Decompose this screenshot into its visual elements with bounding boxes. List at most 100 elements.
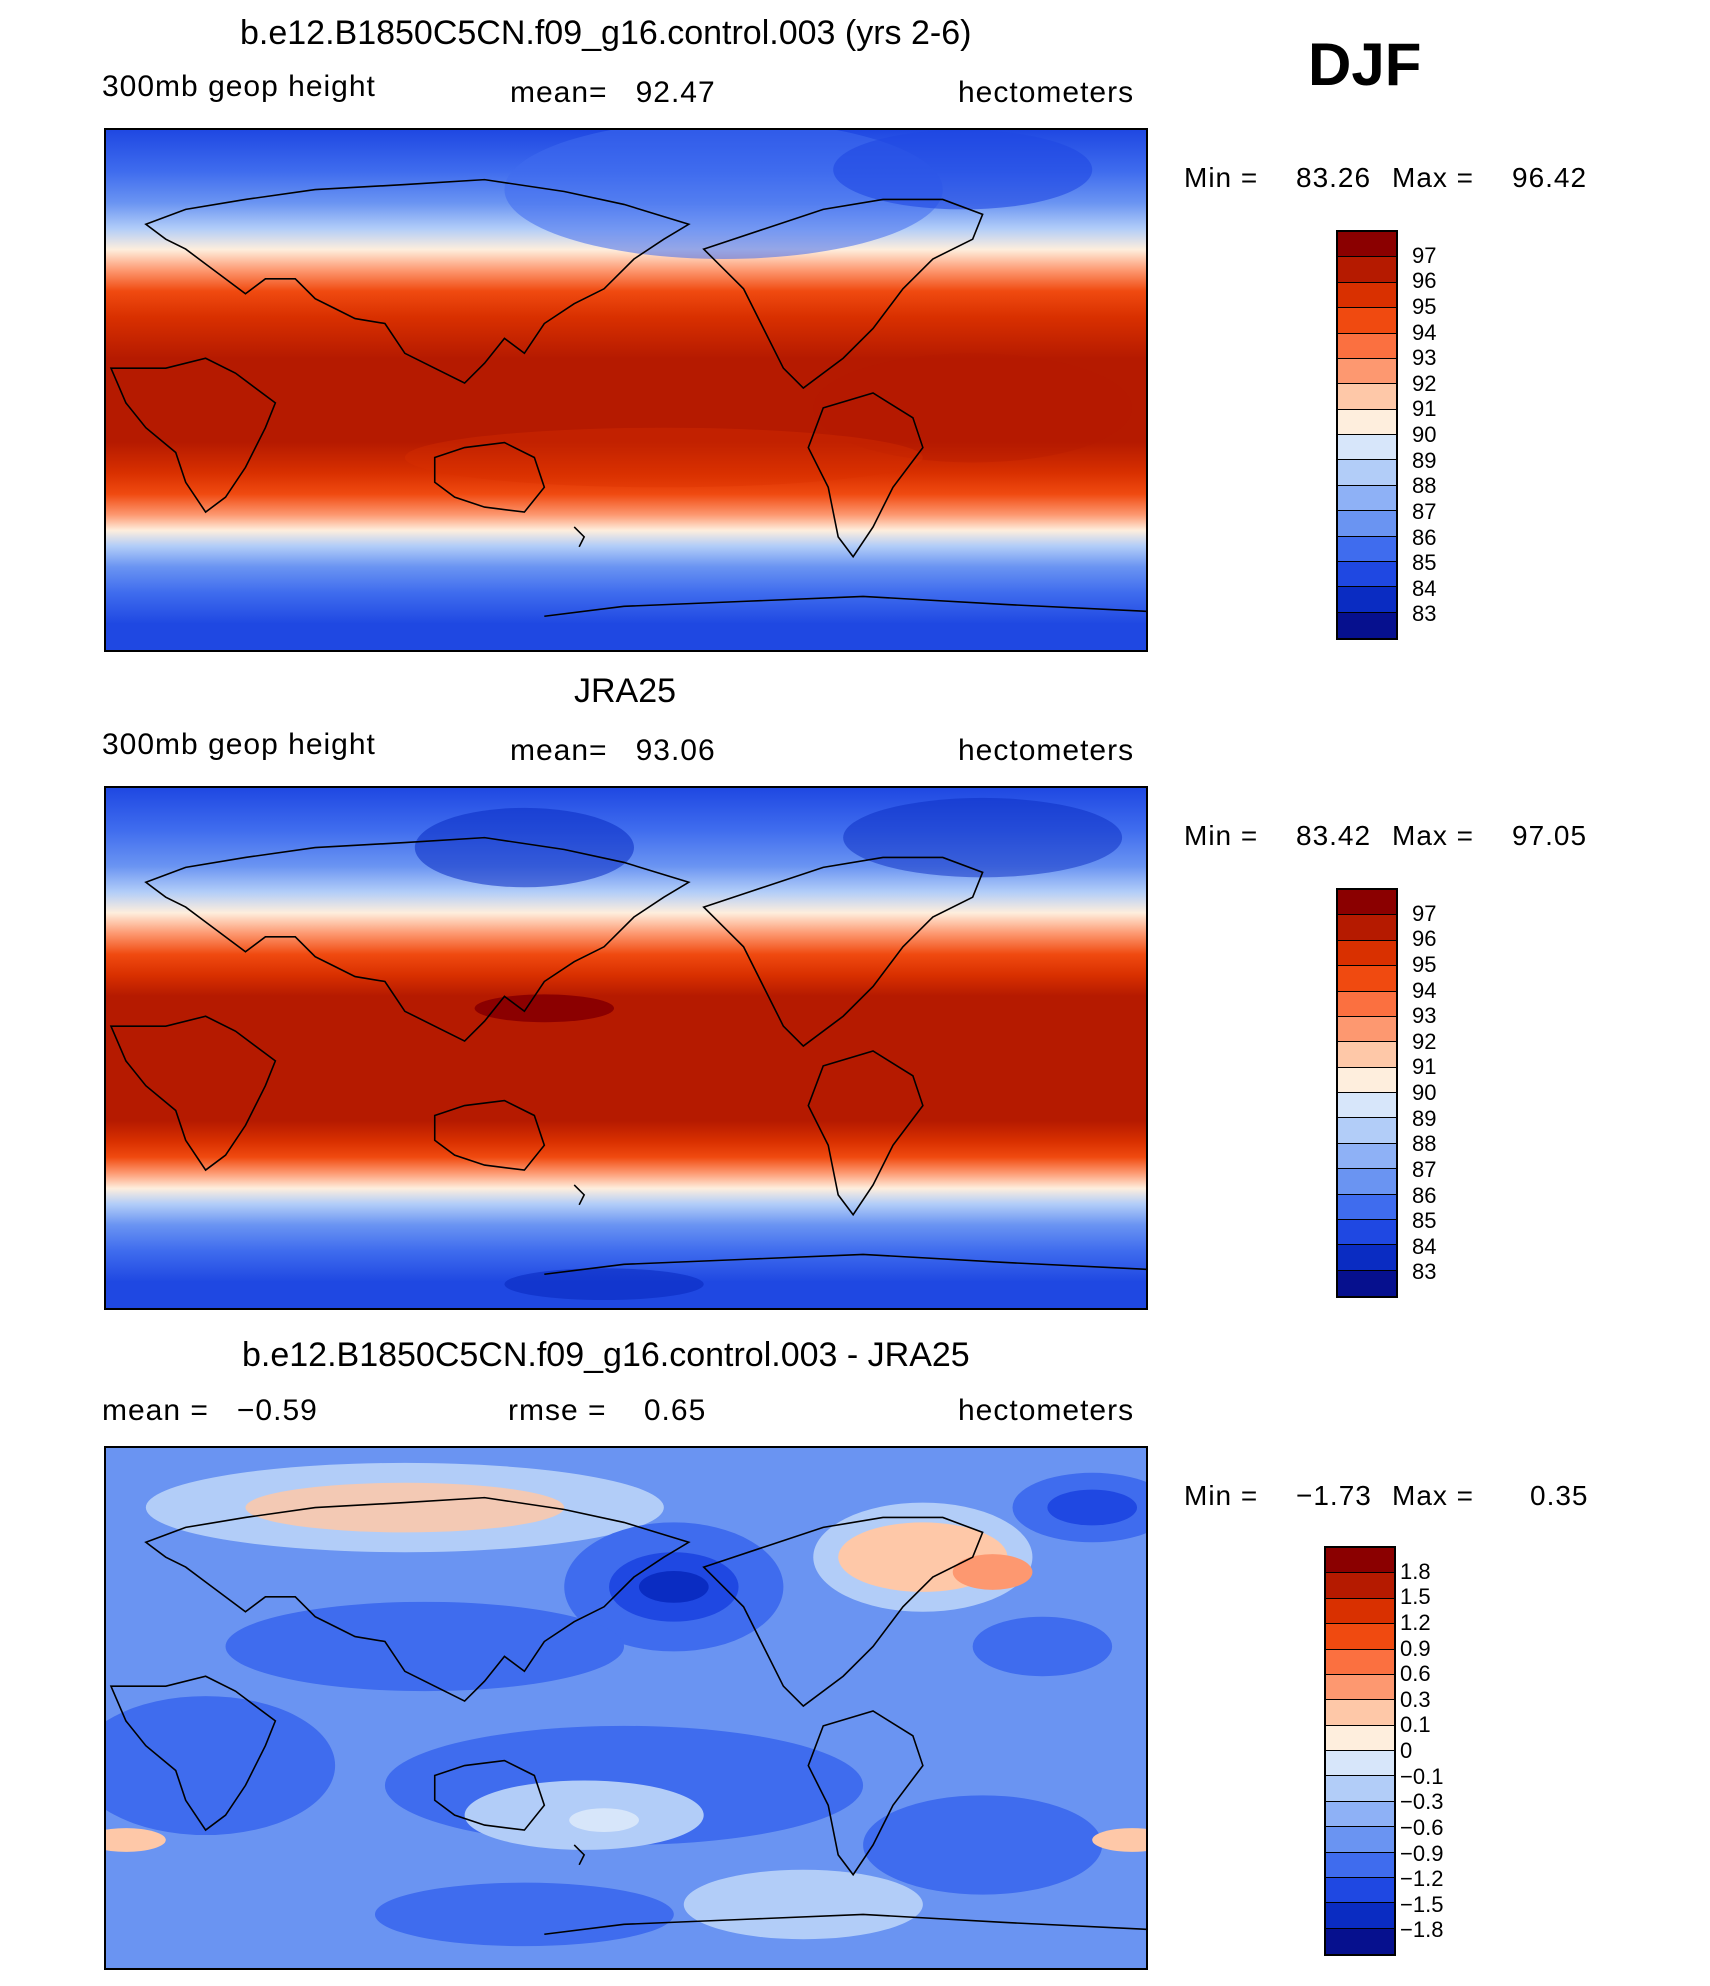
panel-2-colorbar [1336,888,1398,1298]
colorbar-tick-label: 89 [1412,1105,1437,1131]
colorbar-tick-label: 95 [1412,293,1437,319]
colorbar-swatch [1338,1245,1396,1271]
colorbar-tick-label: −1.8 [1400,1917,1444,1943]
panel-3-max-label: Max = [1392,1480,1475,1511]
colorbar-swatch [1338,282,1396,309]
colorbar-tick-label: 97 [1412,242,1437,268]
panel-2-map [104,786,1148,1310]
colorbar-tick-label: 0.3 [1400,1686,1431,1712]
colorbar-swatch [1338,940,1396,967]
colorbar-tick-label: 1.8 [1400,1558,1431,1584]
panel-2-max-value: 97.05 [1512,820,1588,851]
colorbar-tick-label: 89 [1412,447,1437,473]
panel-1-units-label: hectometers [958,76,1135,109]
colorbar-tick-label: 88 [1412,473,1437,499]
colorbar-swatch [1338,1042,1396,1068]
panel-1-variable-label: 300mb geop height [102,70,376,103]
colorbar-tick-label: 83 [1412,1259,1437,1285]
colorbar-swatch [1326,1827,1394,1853]
colorbar-swatch [1338,1194,1396,1220]
panel-2-units-label: hectometers [958,734,1135,767]
colorbar-swatch [1338,991,1396,1017]
colorbar-swatch [1338,460,1396,486]
panel-1-min-label: Min = [1184,162,1259,193]
colorbar-tick-label: 85 [1412,550,1437,576]
panel-2-max-label: Max = [1392,820,1475,851]
panel-1-mean-label: mean= 92.47 [510,76,716,109]
panel-1-max-label: Max = [1392,162,1475,193]
colorbar-swatch [1338,308,1396,334]
colorbar-tick-label: 90 [1412,1080,1437,1105]
colorbar-tick-label: 1.2 [1400,1609,1431,1635]
colorbar-tick-label: 87 [1412,498,1437,524]
panel-3-units-label: hectometers [958,1394,1135,1427]
colorbar-swatch [1338,511,1396,537]
colorbar-swatch [1326,1548,1394,1574]
colorbar-tick-label: 1.5 [1400,1584,1431,1610]
colorbar-swatch [1338,1016,1396,1043]
colorbar-tick-label: 93 [1412,1003,1437,1029]
colorbar-tick-label: 88 [1412,1131,1437,1157]
colorbar-tick-label: 84 [1412,575,1437,601]
colorbar-tick-label: 92 [1412,370,1437,396]
panel-3-min-value: −1.73 [1296,1480,1372,1511]
colorbar-swatch [1326,1852,1394,1878]
colorbar-swatch [1326,1700,1394,1726]
colorbar-tick-label: 96 [1412,926,1437,952]
panel-2-min-label: Min = [1184,820,1259,851]
colorbar-tick-label: 94 [1412,977,1437,1003]
panel-2-variable-label: 300mb geop height [102,728,376,761]
colorbar-swatch [1326,1776,1394,1802]
colorbar-tick-label: −1.5 [1400,1891,1444,1917]
colorbar-swatch [1326,1674,1394,1701]
colorbar-tick-label: −0.3 [1400,1789,1444,1815]
panel-2-title: JRA25 [574,672,677,710]
panel-3-min-label: Min = [1184,1480,1259,1511]
colorbar-tick-label: 83 [1412,601,1437,627]
panel-1-colorbar [1336,230,1398,640]
colorbar-tick-label: 95 [1412,951,1437,977]
colorbar-swatch [1338,915,1396,941]
colorbar-tick-label: −1.2 [1400,1866,1444,1892]
colorbar-tick-label: 0.6 [1400,1661,1431,1687]
colorbar-swatch [1326,1624,1394,1650]
colorbar-swatch [1338,1143,1396,1170]
colorbar-swatch [1326,1649,1394,1675]
colorbar-swatch [1338,1219,1396,1246]
colorbar-tick-label: 96 [1412,268,1437,294]
colorbar-swatch [1338,333,1396,359]
colorbar-tick-label: 85 [1412,1208,1437,1234]
colorbar-tick-label: 87 [1412,1156,1437,1182]
colorbar-swatch [1338,1067,1396,1093]
colorbar-tick-label: 91 [1412,396,1437,422]
colorbar-swatch [1338,409,1396,435]
colorbar-swatch [1338,890,1396,916]
panel-1-title: b.e12.B1850C5CN.f09_g16.control.003 (yrs… [240,14,972,52]
colorbar-tick-label: 91 [1412,1054,1437,1080]
colorbar-tick-label: 0 [1400,1738,1413,1763]
colorbar-swatch [1338,257,1396,283]
colorbar-swatch [1338,485,1396,512]
colorbar-swatch [1338,612,1396,638]
colorbar-tick-label: −0.6 [1400,1814,1444,1840]
colorbar-swatch [1326,1725,1394,1751]
colorbar-tick-label: 90 [1412,422,1437,447]
season-label: DJF [1308,31,1422,98]
colorbar-swatch [1326,1751,1394,1777]
panel-3-map [104,1446,1148,1970]
colorbar-swatch [1338,561,1396,588]
colorbar-tick-label: 93 [1412,345,1437,371]
colorbar-tick-label: 94 [1412,319,1437,345]
panel-2-mean-label: mean= 93.06 [510,734,716,767]
colorbar-swatch [1338,384,1396,410]
colorbar-swatch [1338,232,1396,258]
panel-3-mean-label: mean = −0.59 [102,1394,318,1427]
colorbar-swatch [1338,1118,1396,1144]
panel-3-title: b.e12.B1850C5CN.f09_g16.control.003 - JR… [242,1336,970,1374]
panel-1-map [104,128,1148,652]
colorbar-tick-label: 84 [1412,1233,1437,1259]
colorbar-tick-label: 86 [1412,1182,1437,1208]
colorbar-swatch [1338,1093,1396,1119]
colorbar-swatch [1338,1169,1396,1195]
panel-3-rmse-label: rmse = 0.65 [508,1394,707,1427]
